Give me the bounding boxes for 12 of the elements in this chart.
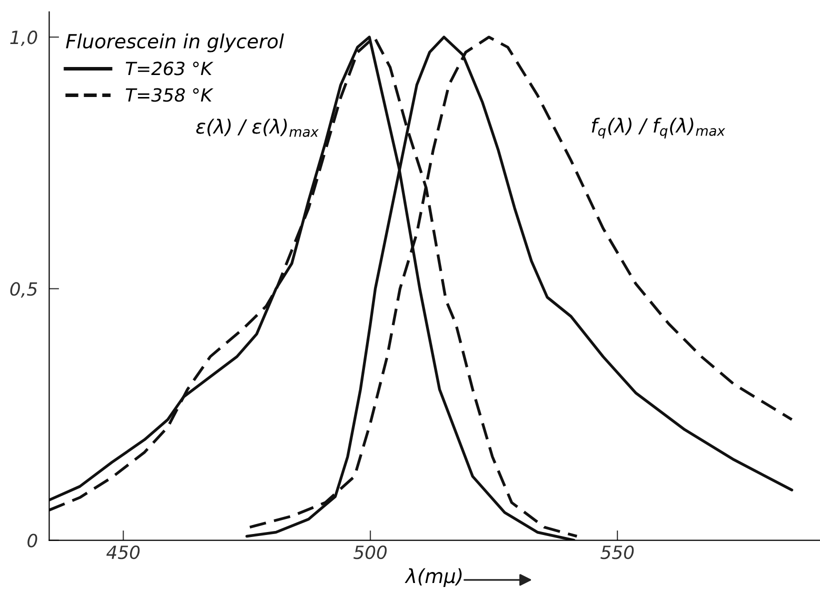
x-tick-label: 450: [106, 545, 140, 560]
legend-label: T=358 °K: [126, 88, 214, 102]
annotation: f$_{q}$(λ) / f$_{q}$(λ)$_{max}$: [592, 118, 726, 139]
y-tick-label: 0,5: [10, 282, 38, 298]
legend-title: Fluorescein in glycerol: [66, 33, 284, 52]
x-tick-label: 500: [353, 545, 387, 560]
y-tick-label: 0: [28, 534, 38, 548]
x-tick-label: 550: [600, 545, 634, 560]
annotation: ε(λ) / ε(λ)$_{max}$: [196, 118, 319, 137]
legend-label: T=263 °K: [126, 62, 214, 76]
y-tick-label: 1,0: [10, 30, 38, 46]
x-axis-title: λ(mμ): [404, 568, 462, 587]
